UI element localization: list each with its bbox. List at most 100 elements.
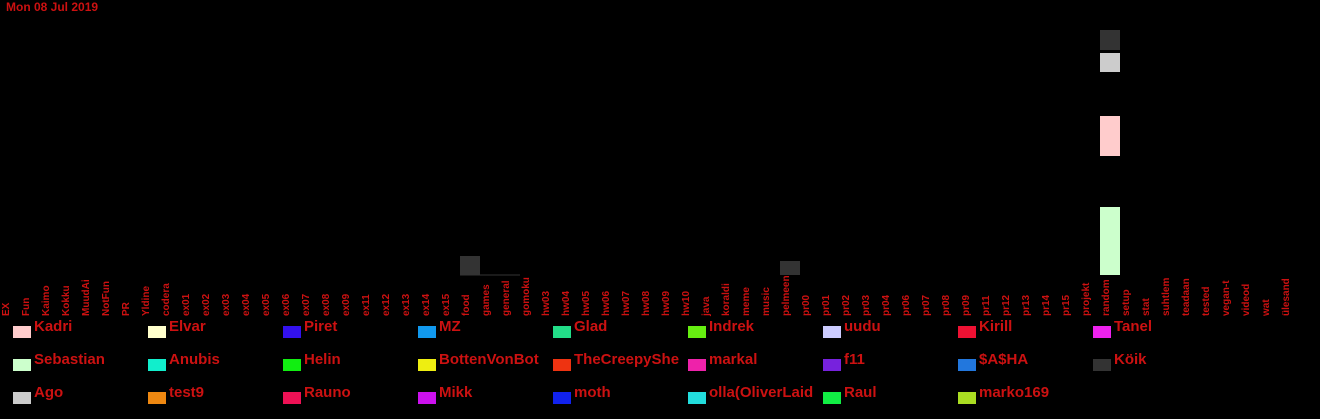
legend-item: Ago [13,384,148,404]
legend-label: Kadri [34,318,73,335]
legend-label: Anubis [169,351,220,368]
legend-label: MZ [439,318,461,335]
x-tick-label: pr03 [861,294,872,316]
legend-swatch [283,359,301,371]
x-tick-label: ex08 [321,293,332,316]
x-tick-label: pr00 [801,294,812,316]
legend-swatch [823,359,841,371]
x-tick-label: ex06 [281,293,292,316]
legend-label: test9 [169,384,205,401]
bar-random-kadri [1100,116,1120,156]
legend-swatch [958,326,976,338]
legend-item: Sebastian [13,351,148,371]
legend-item: Raul [823,384,958,404]
x-tick-label: koraldi [721,283,732,316]
legend-swatch [1093,326,1111,338]
x-tick-label: stat [1141,298,1152,316]
x-tick-label: hw09 [661,291,672,316]
legend-item: Indrek [688,318,823,338]
x-tick-label: ex12 [381,293,392,316]
legend-label: BottenVonBot [439,351,539,368]
chart-title: Mon 08 Jul 2019 [6,0,99,14]
legend-item: Helin [283,351,418,371]
legend-swatch [958,392,976,404]
x-tick-label: ex13 [401,293,412,316]
legend-label: markal [709,351,758,368]
legend-swatch [283,326,301,338]
x-tick-label: pr08 [941,294,952,316]
bar-pelmeen-köik [780,261,800,275]
legend-swatch [148,359,166,371]
x-tick-label: hw07 [621,291,632,316]
x-tick-label: teadaan [1181,278,1192,316]
legend-item: BottenVonBot [418,351,553,371]
x-tick-label: NotFun [101,281,112,316]
legend-item: Rauno [283,384,418,404]
legend-swatch [13,392,31,404]
legend-item: MZ [418,318,553,338]
x-tick-label: hw10 [681,291,692,316]
x-tick-label: ex11 [361,294,372,316]
legend-label: $A$HA [979,351,1029,368]
x-tick-label: ex03 [221,293,232,316]
x-tick-label: projekt [1081,282,1092,316]
legend-swatch [283,392,301,404]
legend-label: Glad [574,318,608,335]
x-tick-label: EX [1,302,12,316]
x-tick-label: ex05 [261,293,272,316]
x-tick-label: pr02 [841,294,852,316]
x-tick-label: random [1101,279,1112,316]
x-tick-label: ex01 [181,293,192,316]
legend-item: olla(OliverLaid [688,384,823,404]
legend-swatch [553,326,571,338]
x-tick-label: pr14 [1041,294,1052,316]
x-tick-label: ex14 [421,293,432,316]
x-tick-label: Kaimo [41,285,52,316]
x-tick-label: wat [1261,299,1272,317]
legend-item: TheCreepyShe [553,351,688,371]
x-tick-label: hw06 [601,291,612,316]
x-tick-label: pr07 [921,294,932,316]
x-tick-label: ex15 [441,293,452,316]
legend-label: moth [574,384,611,401]
legend-label: Raul [844,384,877,401]
x-tick-label: setup [1121,289,1132,316]
x-tick-label: pr01 [821,294,832,316]
legend-item: marko169 [958,384,1093,404]
legend-label: uudu [844,318,881,335]
bar-random-ago [1100,53,1120,72]
legend-swatch [553,392,571,404]
x-tick-label: food [461,294,472,316]
legend-item: $A$HA [958,351,1093,371]
x-tick-label: Yldine [141,286,152,316]
legend-label: Elvar [169,318,206,335]
legend-swatch [823,326,841,338]
legend-swatch [688,326,706,338]
legend-swatch [688,392,706,404]
legend-swatch [553,359,571,371]
legend-label: Köik [1114,351,1147,368]
legend-swatch [1093,359,1111,371]
x-tick-label: ex09 [341,293,352,316]
legend-label: Mikk [439,384,473,401]
x-tick-label: meme [741,287,752,316]
legend-item: uudu [823,318,958,338]
x-tick-label: Kokku [61,285,72,316]
x-tick-label: pr09 [961,294,972,316]
legend-item: Elvar [148,318,283,338]
legend-label: Kirill [979,318,1013,335]
x-tick-label: gomoku [521,277,532,316]
legend-item: Glad [553,318,688,338]
legend-swatch [418,326,436,338]
x-tick-label: ex07 [301,293,312,316]
legend-label: Indrek [709,318,755,335]
x-tick-label: games [481,284,492,316]
legend-item: Tanel [1093,318,1228,338]
legend-label: Helin [304,351,341,368]
legend-swatch [148,392,166,404]
legend-label: Tanel [1114,318,1153,335]
x-tick-label: pr13 [1021,294,1032,316]
x-tick-label: pelmeen [781,275,792,316]
x-tick-label: pr12 [1001,294,1012,316]
legend-label: Rauno [304,384,351,401]
